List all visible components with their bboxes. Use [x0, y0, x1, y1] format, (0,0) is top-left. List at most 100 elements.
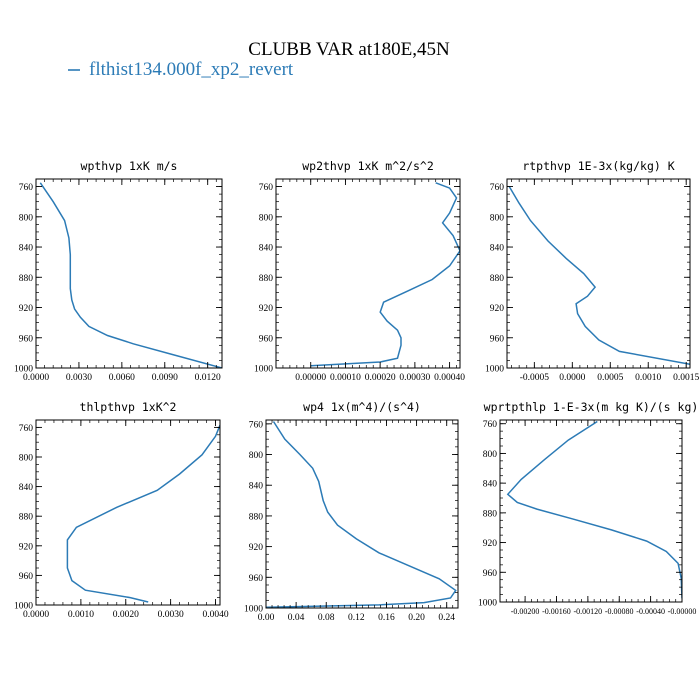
- chart-panel: wp4 1x(m^4)/(s^4)76080084088092096010000…: [244, 400, 459, 623]
- panel-title: wp2thvp 1xK m^2/s^2: [302, 159, 434, 173]
- x-tick-label: 0.00040: [434, 373, 465, 383]
- x-tick-label: 0.08: [318, 613, 335, 623]
- series-line: [508, 186, 690, 365]
- x-tick-label: 0.00010: [330, 373, 361, 383]
- chart-panel: wpthvp 1xK m/s76080084088092096010000.00…: [14, 159, 223, 383]
- panel-title: wpthvp 1xK m/s: [81, 159, 178, 173]
- plot-frame: [275, 178, 461, 369]
- y-tick-label: 840: [259, 244, 274, 254]
- series-line: [310, 182, 460, 367]
- y-tick-label: 1000: [485, 365, 504, 375]
- y-tick-label: 840: [490, 244, 505, 254]
- y-tick-label: 760: [19, 183, 34, 193]
- plot-frame: [35, 419, 221, 606]
- y-tick-label: 1000: [244, 605, 263, 615]
- series-line: [66, 424, 220, 603]
- y-tick-label: 760: [249, 420, 264, 430]
- x-tick-label: 0.0015: [673, 373, 699, 383]
- y-tick-label: 960: [19, 572, 34, 582]
- series-line: [506, 420, 682, 599]
- y-tick-label: 880: [249, 512, 264, 522]
- y-tick-label: 880: [19, 274, 34, 284]
- panel-grid: wpthvp 1xK m/s76080084088092096010000.00…: [14, 159, 700, 623]
- y-tick-label: 920: [249, 543, 264, 553]
- figure-title: CLUBB VAR at180E,45N: [248, 39, 450, 60]
- x-tick-label: 0.0040: [202, 610, 228, 620]
- y-tick-label: 880: [259, 274, 274, 284]
- y-tick-label: 840: [483, 480, 498, 490]
- legend-label: flthist134.000f_xp2_revert: [89, 59, 294, 80]
- y-tick-label: 960: [249, 574, 264, 584]
- x-tick-label: -0.00160: [542, 607, 571, 616]
- y-tick-label: 800: [259, 213, 274, 223]
- x-tick-label: 0.00000: [295, 373, 326, 383]
- y-tick-label: 760: [490, 183, 505, 193]
- panel-title: wprtpthlp 1-E-3x(m kg K)/(s kg): [484, 400, 699, 414]
- chart-panel: thlpthvp 1xK^276080084088092096010000.00…: [14, 400, 229, 620]
- x-tick-label: -0.0005: [520, 373, 550, 383]
- x-tick-label: 0.12: [348, 613, 365, 623]
- y-tick-label: 800: [483, 450, 498, 460]
- y-tick-label: 960: [483, 569, 498, 579]
- x-tick-label: -0.00200: [511, 607, 540, 616]
- x-tick-label: 0.0030: [158, 610, 184, 620]
- y-tick-label: 760: [19, 424, 34, 434]
- y-tick-label: 1000: [254, 365, 273, 375]
- x-tick-label: 0.0000: [23, 373, 49, 383]
- plot-frame: [265, 419, 459, 609]
- y-tick-label: 960: [19, 334, 34, 344]
- x-tick-label: -0.00120: [574, 607, 603, 616]
- x-tick-label: -0.00080: [605, 607, 634, 616]
- y-tick-label: 840: [19, 483, 34, 493]
- x-tick-label: -0.00040: [636, 607, 665, 616]
- y-tick-label: 880: [483, 509, 498, 519]
- x-tick-label: 0.20: [408, 613, 425, 623]
- y-tick-label: 920: [19, 542, 34, 552]
- plot-frame: [499, 419, 683, 603]
- x-tick-label: 0.00: [258, 613, 275, 623]
- y-tick-label: 800: [490, 213, 505, 223]
- panel-title: wp4 1x(m^4)/(s^4): [303, 400, 421, 414]
- y-tick-label: 760: [483, 420, 498, 430]
- x-tick-label: 0.00030: [399, 373, 430, 383]
- figure-legend: flthist134.000f_xp2_revert: [68, 59, 294, 80]
- x-tick-label: 0.0005: [597, 373, 623, 383]
- y-tick-label: 960: [259, 334, 274, 344]
- x-tick-label: 0.16: [378, 613, 395, 623]
- y-tick-label: 1000: [14, 365, 33, 375]
- y-tick-label: 1000: [14, 602, 33, 612]
- x-tick-label: 0.0090: [152, 373, 178, 383]
- y-tick-label: 920: [19, 304, 34, 314]
- x-tick-label: 0.0010: [68, 610, 94, 620]
- chart-panel: wprtpthlp 1-E-3x(m kg K)/(s kg) 760 800 840…: [478, 400, 698, 616]
- y-tick-label: 840: [19, 244, 34, 254]
- y-tick-label: 800: [19, 454, 34, 464]
- panel-title: thlpthvp 1xK^2: [80, 400, 177, 414]
- y-tick-label: 880: [490, 274, 505, 284]
- plot-frame: [35, 178, 223, 369]
- y-tick-label: 760: [259, 183, 274, 193]
- series-line: [266, 421, 457, 608]
- plot-frame: [506, 178, 691, 369]
- x-tick-label: 0.24: [438, 613, 455, 623]
- y-tick-label: 920: [259, 304, 274, 314]
- chart-panel: rtpthvp 1E-3x(kg/kg) K 760 800 840 880 920 960…: [485, 159, 700, 383]
- y-tick-label: 840: [249, 482, 264, 492]
- series-line: [39, 182, 222, 368]
- y-tick-label: 920: [483, 539, 498, 549]
- x-tick-label: 0.0020: [113, 610, 139, 620]
- x-tick-label: 0.0000: [559, 373, 585, 383]
- x-tick-label: 0.0000: [23, 610, 49, 620]
- x-tick-label: -0.00000: [668, 607, 697, 616]
- x-tick-label: 0.0060: [109, 373, 135, 383]
- panel-title: rtpthvp 1E-3x(kg/kg) K: [522, 159, 674, 173]
- x-tick-label: 0.04: [288, 613, 305, 623]
- y-tick-label: 920: [490, 304, 505, 314]
- x-tick-label: 0.0010: [635, 373, 661, 383]
- y-tick-label: 800: [19, 213, 34, 223]
- x-tick-label: 0.0120: [195, 373, 221, 383]
- y-tick-label: 800: [249, 451, 264, 461]
- y-tick-label: 960: [490, 334, 505, 344]
- y-tick-label: 1000: [478, 599, 497, 609]
